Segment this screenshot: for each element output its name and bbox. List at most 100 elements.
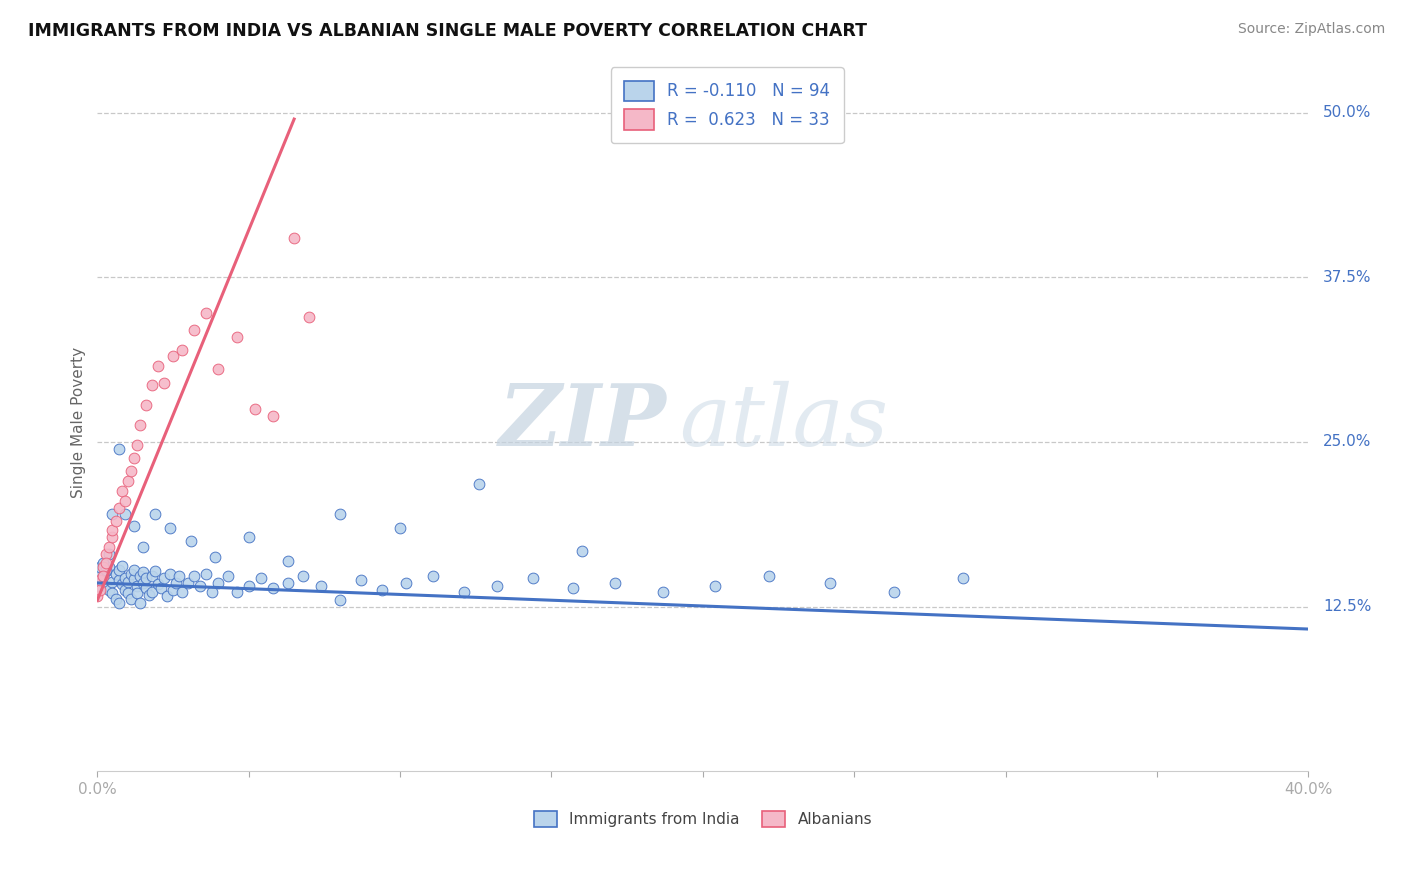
Point <box>114 571 136 585</box>
Point <box>101 586 124 600</box>
Point <box>132 566 155 580</box>
Point <box>101 530 124 544</box>
Point <box>117 586 139 600</box>
Point <box>141 585 163 599</box>
Point <box>141 569 163 583</box>
Point <box>153 571 176 585</box>
Point <box>172 585 194 599</box>
Point <box>146 359 169 373</box>
Text: ZIP: ZIP <box>499 380 666 464</box>
Point <box>93 560 115 574</box>
Point <box>125 578 148 592</box>
Point <box>93 569 115 583</box>
Point <box>217 569 239 583</box>
Point <box>207 576 229 591</box>
Point <box>93 556 115 570</box>
Point <box>93 569 115 583</box>
Point <box>704 578 727 592</box>
Point <box>107 500 129 515</box>
Point <box>107 596 129 610</box>
Point <box>250 571 273 585</box>
Point <box>86 578 108 592</box>
Point <box>201 585 224 599</box>
Point <box>167 569 190 583</box>
Point <box>89 566 111 581</box>
Point <box>183 569 205 583</box>
Point <box>561 581 583 595</box>
Point <box>96 564 118 578</box>
Point <box>101 574 124 589</box>
Point <box>125 437 148 451</box>
Point <box>135 398 157 412</box>
Point <box>165 576 187 591</box>
Point <box>110 483 132 498</box>
Point <box>114 494 136 508</box>
Point <box>177 576 200 591</box>
Point <box>652 585 675 599</box>
Point <box>283 230 305 244</box>
Point <box>96 556 118 570</box>
Point <box>107 563 129 577</box>
Point <box>122 572 145 586</box>
Point <box>311 578 333 592</box>
Point <box>114 582 136 597</box>
Point <box>328 593 350 607</box>
Point <box>371 582 394 597</box>
Point <box>120 464 142 478</box>
Point <box>204 549 226 564</box>
Point <box>96 578 118 592</box>
Point <box>96 547 118 561</box>
Point <box>350 574 373 588</box>
Point <box>128 596 150 610</box>
Point <box>98 582 121 597</box>
Text: 25.0%: 25.0% <box>1323 434 1371 450</box>
Point <box>522 571 544 585</box>
Point <box>132 541 155 555</box>
Point <box>104 514 127 528</box>
Point <box>104 566 127 581</box>
Point <box>195 306 218 320</box>
Point <box>758 569 780 583</box>
Point <box>262 581 284 595</box>
Point <box>172 343 194 357</box>
Text: Source: ZipAtlas.com: Source: ZipAtlas.com <box>1237 22 1385 37</box>
Point <box>298 310 321 324</box>
Point <box>453 585 475 599</box>
Point <box>107 574 129 588</box>
Y-axis label: Single Male Poverty: Single Male Poverty <box>72 347 86 498</box>
Point <box>262 409 284 423</box>
Point <box>120 591 142 606</box>
Point <box>128 569 150 583</box>
Point <box>86 589 108 603</box>
Point <box>159 566 181 581</box>
Point <box>883 585 905 599</box>
Point <box>180 533 202 548</box>
Point <box>122 519 145 533</box>
Point <box>389 520 412 534</box>
Point <box>162 349 184 363</box>
Text: 37.5%: 37.5% <box>1323 269 1371 285</box>
Point <box>110 558 132 573</box>
Point <box>107 442 129 456</box>
Point <box>207 362 229 376</box>
Point <box>153 376 176 390</box>
Point <box>110 577 132 591</box>
Point <box>120 566 142 581</box>
Point <box>156 589 179 603</box>
Point <box>96 563 118 577</box>
Point <box>571 544 593 558</box>
Point <box>238 530 260 544</box>
Point <box>183 323 205 337</box>
Point <box>89 582 111 597</box>
Point <box>135 571 157 585</box>
Point <box>952 571 974 585</box>
Point <box>98 541 121 555</box>
Point <box>328 508 350 522</box>
Point <box>143 508 166 522</box>
Point <box>89 560 111 574</box>
Point <box>159 520 181 534</box>
Point <box>243 402 266 417</box>
Point <box>98 560 121 574</box>
Point <box>89 574 111 588</box>
Point <box>128 417 150 432</box>
